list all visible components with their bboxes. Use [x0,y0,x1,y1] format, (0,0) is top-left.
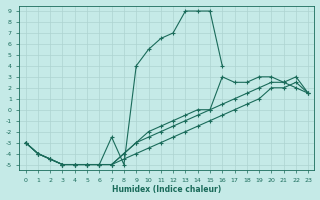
X-axis label: Humidex (Indice chaleur): Humidex (Indice chaleur) [112,185,221,194]
